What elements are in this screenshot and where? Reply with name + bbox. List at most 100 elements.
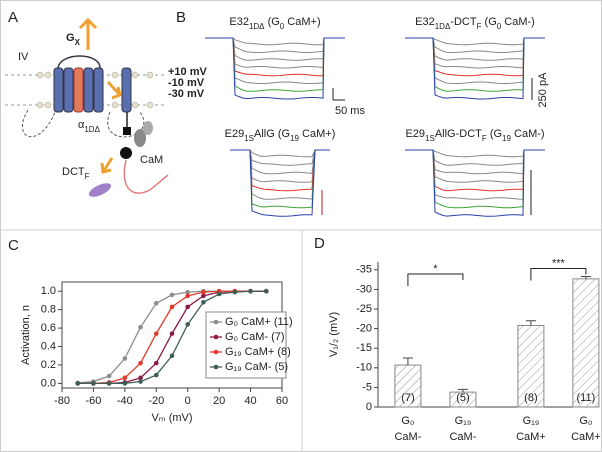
data-point [248,288,253,294]
y-tick-label: 1.0 [41,285,56,297]
x-tick-label: CaM+ [516,431,546,443]
current-trace [230,149,330,175]
y-tick-label: -10 [356,362,372,374]
g-label: GX [66,32,81,47]
y-tick-label: 0.6 [41,322,56,334]
current-trace [405,149,545,217]
text-part: 0 [280,22,285,31]
text-part: F [85,172,90,181]
y-tick-label: -25 [356,303,372,315]
n-label: (11) [577,392,596,404]
current-trace [230,149,330,183]
x-tick-label: 0 [185,395,191,407]
data-point [185,293,191,299]
current-trace [405,149,545,175]
current-trace [405,149,545,192]
text-part: (G [487,128,502,140]
legend-marker [213,319,219,325]
y-tick-label: -30 [356,283,372,295]
current-trace [405,37,545,54]
data-point [153,331,159,336]
current-trace [205,37,345,77]
error-bar [580,276,591,279]
n-label: (8) [524,392,537,404]
text-part: 1S [244,134,254,143]
data-point [153,300,159,306]
data-point [169,331,175,336]
data-point [138,375,143,381]
time-scale: 50 ms [335,105,365,117]
text-part: (G [265,16,280,28]
bar [572,278,600,408]
current-trace [405,149,545,209]
x-axis-label: Vₘ (mV) [151,412,192,424]
data-point [75,381,81,386]
trace-title: E321DΔ-DCTF (G0 CaM-) [415,16,535,31]
data-point [91,381,96,386]
text-part: 1DΔ [435,22,451,31]
current-trace [205,37,345,100]
data-point [263,288,269,294]
data-point [185,289,191,295]
error-bar [525,320,536,326]
text-part: E32 [415,16,435,28]
text-part: CaM+) [299,128,335,140]
error-bar [457,388,468,393]
text-part: DCT [62,166,85,178]
alpha-label: α1DΔ [78,119,101,134]
text-part: X [75,38,81,47]
y-tick-label: -35 [356,264,372,276]
y-axis-label: Activation, n [20,305,32,365]
x-tick-label: G₁₉ [455,415,472,427]
current-trace [230,149,330,200]
data-point [106,373,112,379]
cam-label: CaM [140,154,163,166]
significance-label: * [433,263,438,275]
data-point [138,379,143,384]
text-part: 0 [497,22,502,31]
current-trace [230,149,330,209]
x-tick-label: -40 [117,395,133,407]
y-tick-label: -5 [362,381,372,393]
current-trace [405,37,545,85]
legend-marker [213,349,219,355]
x-tick-label: CaM- [394,431,421,443]
x-tick-label: CaM+ [571,431,601,443]
text-part: E29 [225,128,245,140]
text-part: (G [481,16,496,28]
text-part: E32 [229,16,249,28]
n-label: (7) [401,392,414,404]
x-tick-label: 60 [276,395,288,407]
y-tick-label: 0 [366,401,372,413]
data-point [122,375,128,381]
data-point [201,293,206,299]
panel-letter: B [176,9,186,26]
dct-label: DCTF [62,166,90,181]
text-part: 19 [502,134,511,143]
current-trace [405,37,545,100]
x-tick-label: G₀ [401,415,414,427]
significance-bracket [530,268,587,281]
y-tick-label: -15 [356,342,372,354]
text-part: AllG-DCT [435,128,482,140]
text-part: CaM+) [284,16,320,28]
data-point [138,324,143,330]
text-part: α [78,119,85,131]
y-tick-label: 0.4 [41,340,56,352]
current-trace [405,37,545,77]
significance-label: *** [552,257,566,269]
data-point [153,372,159,378]
panel-letter: D [314,235,325,252]
text-part: 1DΔ [84,125,100,134]
data-point [106,381,112,386]
data-point [153,360,159,366]
current-trace [405,37,545,69]
trace-title: E291SAllG (G19 CaM+) [225,128,336,143]
x-tick-label: -60 [85,395,101,407]
data-point [138,360,143,366]
current-trace [405,149,545,200]
current-trace [405,37,545,61]
current-trace [205,37,345,61]
panel-letter: A [8,9,18,26]
